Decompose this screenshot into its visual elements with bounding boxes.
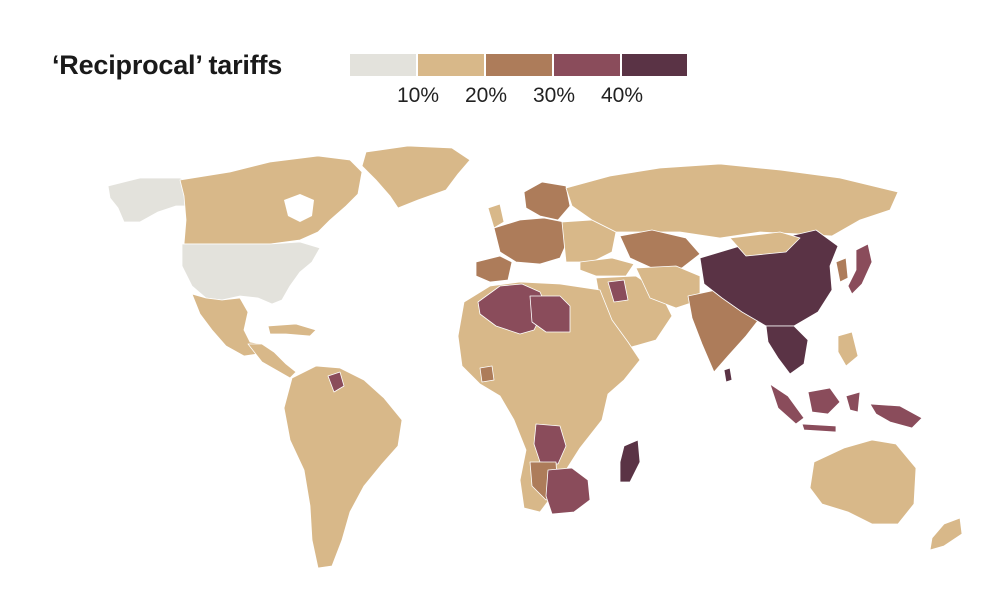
legend-swatch-3 xyxy=(554,54,620,76)
region-caribbean xyxy=(267,323,317,337)
legend-swatch-4 xyxy=(622,54,687,76)
region-sumatra xyxy=(769,383,805,425)
region-turkey xyxy=(579,257,635,277)
region-mexico xyxy=(191,293,263,357)
region-iberia xyxy=(475,255,513,283)
region-iraq xyxy=(607,279,629,303)
region-usa xyxy=(181,241,321,305)
region-canada xyxy=(179,155,363,245)
region-korea xyxy=(835,257,849,283)
legend-label-40: 40% xyxy=(600,84,644,107)
region-north-africa xyxy=(457,281,641,513)
region-south-america xyxy=(283,365,403,569)
region-australia xyxy=(809,439,917,525)
region-greenland xyxy=(361,145,471,209)
legend-label-20: 20% xyxy=(464,84,508,107)
legend-label-10: 10% xyxy=(396,84,440,107)
region-angola xyxy=(533,423,567,465)
region-se-asia-mainland xyxy=(765,325,809,375)
chart-title: ‘Reciprocal’ tariffs xyxy=(52,50,283,80)
region-central-america xyxy=(247,343,297,379)
region-borneo xyxy=(807,387,841,415)
region-china xyxy=(699,229,839,327)
region-libya-east xyxy=(529,295,571,333)
region-java xyxy=(801,423,837,433)
region-guyana xyxy=(327,371,345,393)
legend-label-30: 30% xyxy=(532,84,576,107)
region-japan xyxy=(847,243,873,295)
region-sulawesi xyxy=(845,391,861,413)
region-southern-africa xyxy=(545,467,591,515)
legend: 10% 20% 30% 40% xyxy=(350,54,687,114)
region-sri-lanka xyxy=(723,367,733,383)
region-russia xyxy=(565,163,899,239)
region-new-zealand xyxy=(929,517,963,551)
region-philippines xyxy=(837,331,859,367)
legend-swatch-0 xyxy=(350,54,416,76)
region-caspian-highlands xyxy=(619,229,701,269)
region-western-europe xyxy=(493,217,569,265)
hudson-bay xyxy=(284,194,314,222)
region-uk xyxy=(487,203,505,229)
region-new-guinea xyxy=(869,403,923,429)
legend-swatch-2 xyxy=(486,54,552,76)
region-mongolia xyxy=(729,231,801,257)
region-scandinavia xyxy=(523,181,571,221)
region-west-africa-coast xyxy=(479,365,495,383)
legend-swatch-1 xyxy=(418,54,484,76)
region-madagascar xyxy=(619,439,641,483)
region-alaska xyxy=(107,177,191,223)
